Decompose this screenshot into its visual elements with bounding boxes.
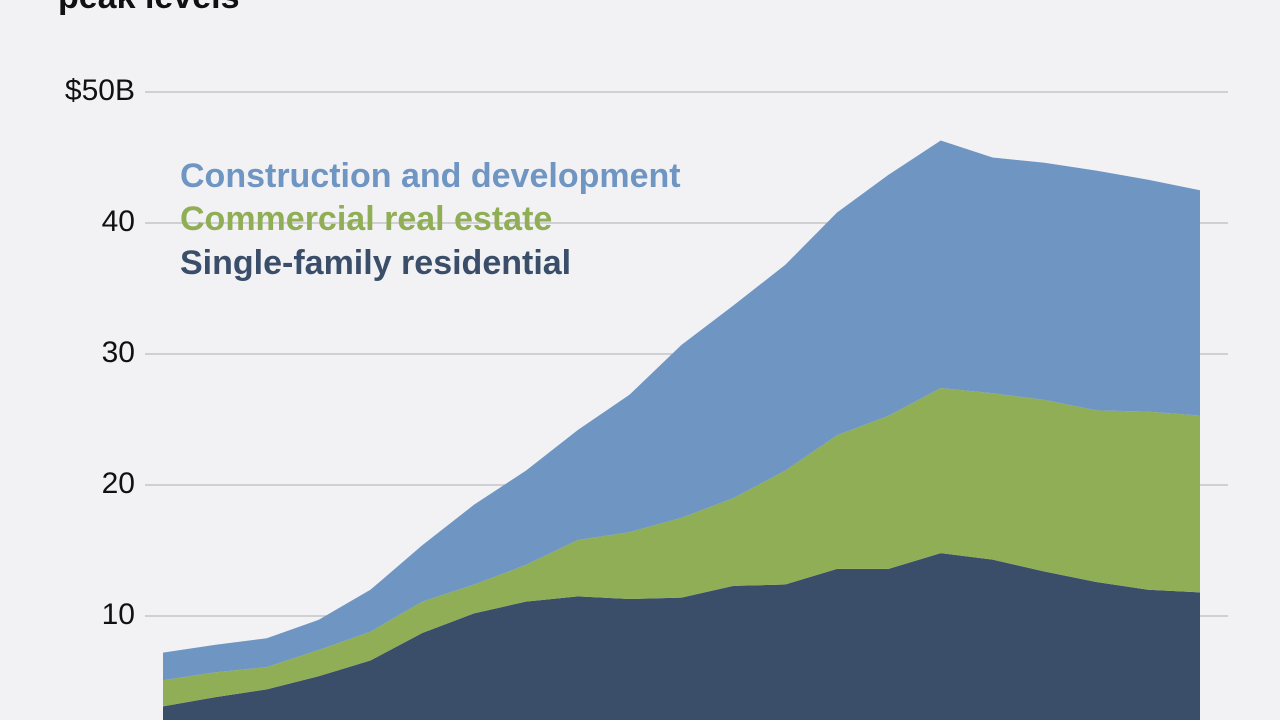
y-tick-label: 40 [102, 205, 135, 238]
y-tick-label: $50B [65, 74, 135, 107]
legend-label: Commercial real estate [180, 200, 552, 238]
y-tick-label: 20 [102, 467, 135, 500]
chart-title: peak levels [58, 0, 239, 16]
legend-label: Single-family residential [180, 244, 571, 282]
y-tick-label: 10 [102, 598, 135, 631]
area [163, 388, 1200, 707]
y-tick-label: 30 [102, 336, 135, 369]
legend-label: Construction and development [180, 157, 681, 195]
area [163, 140, 1200, 681]
area [163, 553, 1200, 720]
